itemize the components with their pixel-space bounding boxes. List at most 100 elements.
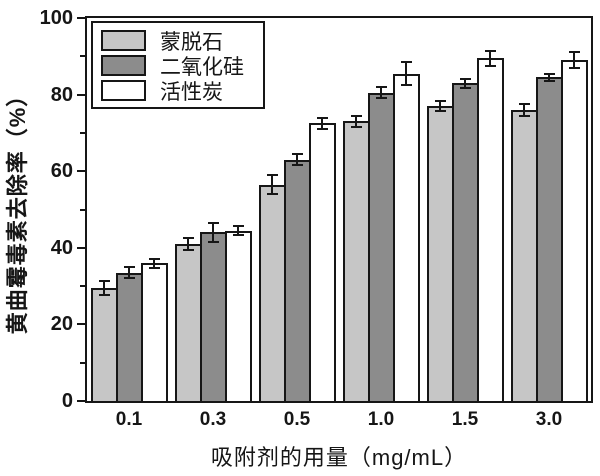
- error-bar-line: [548, 73, 550, 82]
- error-bar-cap-bottom: [434, 109, 446, 112]
- x-tick-label: 1.5: [451, 409, 479, 430]
- bar-蒙脱石-3.0: [510, 109, 538, 401]
- x-tick-label: 0.5: [283, 409, 311, 430]
- y-axis-title: 黄曲霉毒素去除率（%）: [5, 83, 30, 335]
- legend: 蒙脱石 二氧化硅 活性炭: [91, 21, 265, 109]
- bar-活性炭-1.0: [392, 73, 420, 401]
- error-bar-cap-bottom: [98, 293, 110, 296]
- x-tick-label: 0.3: [199, 409, 227, 430]
- error-bar-cap-bottom: [291, 164, 303, 167]
- error-bar-cap-bottom: [400, 84, 412, 87]
- error-bar-cap-bottom: [182, 248, 194, 251]
- legend-item-silica: 二氧化硅: [101, 53, 263, 79]
- bar-蒙脱石-1.5: [426, 106, 454, 401]
- error-bar-cap-top: [123, 265, 135, 268]
- error-bar-cap-top: [400, 61, 412, 64]
- y-major-tick: [77, 323, 85, 326]
- y-major-tick: [77, 17, 85, 19]
- error-bar-cap-top: [291, 152, 303, 155]
- bar-活性炭-0.1: [140, 263, 168, 401]
- error-bar-cap-top: [148, 257, 160, 260]
- error-bar-cap-bottom: [266, 193, 278, 196]
- bar-蒙脱石-0.5: [258, 184, 286, 401]
- y-tick-label: 20: [50, 313, 73, 336]
- bar-蒙脱石-0.3: [174, 243, 202, 401]
- error-bar-line: [321, 117, 323, 130]
- bar-蒙脱石-0.1: [90, 288, 118, 401]
- error-bar-cap-top: [518, 103, 530, 106]
- bar-活性炭-0.5: [308, 123, 336, 401]
- error-bar-line: [489, 50, 491, 66]
- bar-二氧化硅-0.3: [199, 232, 227, 401]
- error-bar-cap-top: [98, 280, 110, 283]
- legend-label-activated-carbon: 活性炭: [160, 80, 223, 104]
- legend-swatch-activated-carbon: [101, 80, 146, 101]
- bar-活性炭-0.3: [224, 230, 252, 401]
- legend-label-montmorillonite: 蒙脱石: [160, 30, 223, 54]
- error-bar-cap-top: [232, 224, 244, 227]
- error-bar-line: [212, 222, 214, 243]
- error-bar-line: [103, 281, 105, 295]
- error-bar-cap-bottom: [350, 126, 362, 129]
- error-bar-cap-bottom: [543, 80, 555, 83]
- legend-label-silica: 二氧化硅: [160, 55, 244, 79]
- y-tick-label: 60: [50, 160, 73, 183]
- error-bar-cap-bottom: [518, 114, 530, 117]
- error-bar-cap-top: [350, 114, 362, 117]
- error-bar-line: [439, 101, 441, 111]
- x-tick-label: 1.0: [367, 409, 395, 430]
- bar-二氧化硅-0.5: [283, 159, 311, 401]
- bar-蒙脱石-1.0: [342, 121, 370, 401]
- error-bar-cap-bottom: [148, 266, 160, 269]
- error-bar-line: [153, 258, 155, 268]
- error-bar-cap-bottom: [232, 234, 244, 237]
- bar-二氧化硅-0.1: [115, 272, 143, 401]
- error-bar-cap-bottom: [316, 128, 328, 131]
- error-bar-line: [405, 62, 407, 85]
- x-axis-title: 吸附剂的用量（mg/mL）: [210, 445, 468, 470]
- error-bar-cap-top: [182, 237, 194, 240]
- y-major-tick: [77, 246, 85, 249]
- y-minor-tick: [80, 131, 85, 134]
- legend-swatch-montmorillonite: [101, 30, 146, 51]
- bar-二氧化硅-1.0: [367, 92, 395, 401]
- error-bar-cap-bottom: [568, 66, 580, 69]
- error-bar-cap-bottom: [123, 277, 135, 280]
- y-tick-label: 100: [39, 7, 73, 29]
- y-major-tick: [77, 400, 85, 402]
- error-bar-cap-top: [316, 116, 328, 119]
- error-bar-cap-top: [484, 49, 496, 52]
- bar-二氧化硅-1.5: [451, 83, 479, 401]
- legend-item-activated-carbon: 活性炭: [101, 78, 263, 104]
- error-bar-line: [271, 175, 273, 195]
- error-bar-cap-bottom: [484, 64, 496, 67]
- error-bar-line: [187, 238, 189, 250]
- error-bar-cap-top: [375, 85, 387, 88]
- y-minor-tick: [80, 361, 85, 364]
- bar-二氧化硅-3.0: [535, 77, 563, 401]
- error-bar-cap-top: [207, 221, 219, 224]
- legend-item-montmorillonite: 蒙脱石: [101, 28, 263, 54]
- error-bar-line: [355, 115, 357, 128]
- x-tick-label: 3.0: [535, 409, 563, 430]
- y-major-tick: [77, 93, 85, 96]
- error-bar-cap-bottom: [207, 241, 219, 244]
- error-bar-cap-top: [434, 100, 446, 103]
- bar-活性炭-3.0: [560, 60, 588, 401]
- bar-活性炭-1.5: [476, 58, 504, 401]
- y-major-tick: [77, 170, 85, 173]
- x-tick-label: 0.1: [115, 409, 143, 430]
- error-bar-line: [573, 52, 575, 68]
- error-bar-cap-bottom: [459, 86, 471, 89]
- y-minor-tick: [80, 55, 85, 58]
- y-tick-label: 0: [61, 390, 73, 412]
- error-bar-cap-top: [543, 72, 555, 75]
- error-bar-cap-top: [266, 174, 278, 177]
- error-bar-cap-bottom: [375, 97, 387, 100]
- y-tick-label: 40: [50, 236, 73, 259]
- y-tick-label: 80: [50, 83, 73, 106]
- error-bar-line: [523, 104, 525, 116]
- error-bar-line: [464, 78, 466, 88]
- legend-swatch-silica: [101, 55, 146, 76]
